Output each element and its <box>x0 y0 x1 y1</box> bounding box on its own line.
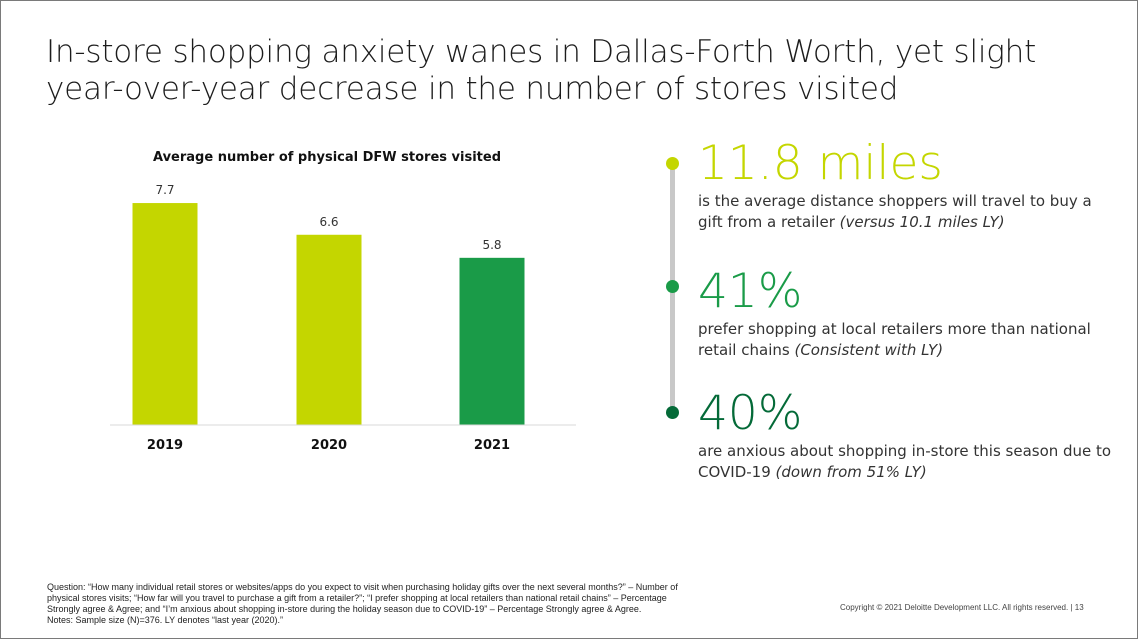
stat-distance-text: is the average distance shoppers will tr… <box>698 192 1092 231</box>
stat-distance-desc: is the average distance shoppers will tr… <box>698 191 1118 233</box>
footnote-line-3: Strongly agree & Agree; and “I’m anxious… <box>47 604 642 614</box>
stat-local-retail-value: 41% <box>698 264 803 319</box>
bar-chart: Average number of physical DFW stores vi… <box>110 150 576 453</box>
stat-covid-anxiety-desc: are anxious about shopping in-store this… <box>698 441 1118 483</box>
stat-local-retail-desc: prefer shopping at local retailers more … <box>698 319 1118 361</box>
stat-covid-anxiety-text: are anxious about shopping in-store this… <box>698 442 1112 481</box>
slide-title-line-1: In-store shopping anxiety wanes in Dalla… <box>46 34 1037 70</box>
bar-value-label-2021: 5.8 <box>482 238 501 252</box>
bars-group: 7.7 2019 6.6 2020 5.8 2021 <box>132 183 525 453</box>
stat-1-dot <box>666 157 679 170</box>
stat-distance-note: (versus 10.1 miles LY) <box>839 213 1005 231</box>
copyright: Copyright © 2021 Deloitte Development LL… <box>840 603 1084 612</box>
chart-title: Average number of physical DFW stores vi… <box>153 150 501 165</box>
stat-covid-anxiety-value: 40% <box>698 386 803 441</box>
footnote-line-2: physical stores visits; “How far will yo… <box>47 593 667 603</box>
bar-2019 <box>132 203 198 425</box>
category-label-2020: 2020 <box>311 438 347 453</box>
footnote-line-4: Notes: Sample size (N)=376. LY denotes “… <box>47 615 284 625</box>
slide-title: In-store shopping anxiety wanes in Dalla… <box>46 34 1066 108</box>
stat-local-retail-text: prefer shopping at local retailers more … <box>698 320 1091 359</box>
bar-2020 <box>296 234 362 425</box>
stat-covid-anxiety: 40% are anxious about shopping in-store … <box>698 389 1118 483</box>
category-label-2019: 2019 <box>147 438 183 453</box>
stat-local-retail-note: (Consistent with LY) <box>794 341 944 359</box>
bar-value-label-2019: 7.7 <box>155 183 174 197</box>
bar-2021 <box>459 257 525 425</box>
footnote-line-1: Question: “How many individual retail st… <box>47 582 678 592</box>
stat-2-dot <box>666 280 679 293</box>
stat-local-retail: 41% prefer shopping at local retailers m… <box>698 267 1118 361</box>
stat-covid-anxiety-note: (down from 51% LY) <box>775 463 927 481</box>
footnote: Question: “How many individual retail st… <box>47 582 767 626</box>
stat-distance: 11.8 miles is the average distance shopp… <box>698 139 1118 233</box>
stat-3-dot <box>666 406 679 419</box>
category-label-2021: 2021 <box>474 438 510 453</box>
slide-title-line-2: year-over-year decrease in the number of… <box>46 71 899 107</box>
stat-distance-value: 11.8 miles <box>698 136 943 191</box>
bar-value-label-2020: 6.6 <box>319 215 338 229</box>
